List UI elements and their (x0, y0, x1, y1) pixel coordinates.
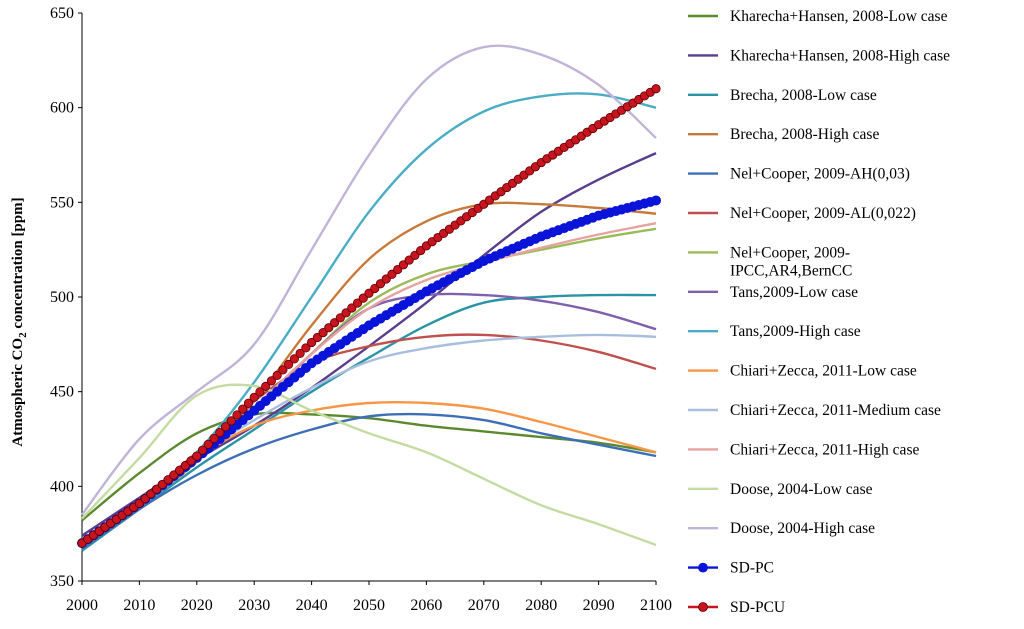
series-marker (249, 392, 259, 402)
series-marker (301, 343, 311, 353)
legend-label: Chiari+Zecca, 2011-Medium case (730, 402, 941, 419)
series-marker (203, 439, 213, 449)
series-marker (272, 370, 282, 380)
legend-item: SD-PC (688, 560, 774, 577)
x-tick-label: 2060 (410, 597, 442, 614)
series-line (81, 44, 657, 516)
series-marker (220, 422, 231, 432)
legend-label: Brecha, 2008-Low case (730, 87, 877, 104)
y-tick-label: 450 (50, 384, 74, 401)
y-tick-label: 550 (50, 194, 74, 211)
series-marker (289, 354, 299, 364)
legend-label: Nel+Cooper, 2009- (730, 244, 850, 261)
series-line (81, 293, 657, 552)
series-marker (651, 195, 662, 206)
series-line (81, 227, 657, 545)
series-marker (215, 427, 225, 438)
series-marker (329, 318, 340, 328)
legend-label: IPCC,AR4,BernCC (730, 262, 852, 279)
x-tick-label: 2090 (583, 597, 615, 614)
legend-label: Doose, 2004-High case (730, 520, 875, 537)
x-tick-label: 2030 (238, 597, 270, 614)
series-marker (347, 303, 357, 313)
legend-label: Chiari+Zecca, 2011-High case (730, 441, 919, 458)
legend-item: Nel+Cooper, 2009-IPCC,AR4,BernCC (688, 244, 852, 279)
legend-label: SD-PC (730, 560, 774, 577)
series-marker (266, 376, 277, 386)
legend-label: Kharecha+Hansen, 2008-Low case (730, 8, 948, 25)
legend-label: Tans,2009-High case (730, 323, 861, 340)
legend-item: Chiari+Zecca, 2011-Medium case (688, 402, 941, 419)
legend-label: Tans,2009-Low case (730, 284, 858, 301)
legend-item: Tans,2009-Low case (688, 284, 858, 301)
legend-item: Chiari+Zecca, 2011-High case (688, 441, 919, 458)
series-marker (358, 293, 368, 303)
series-marker (324, 323, 334, 333)
legend-item: Doose, 2004-Low case (688, 481, 873, 498)
x-tick-label: 2080 (525, 597, 557, 614)
y-axis-label: Atmospheric CO2 concentration [ppm] (10, 197, 29, 446)
legend-item: SD-PCU (688, 599, 785, 616)
series-marker (261, 381, 271, 391)
series-marker (312, 332, 322, 343)
series-line (81, 383, 657, 547)
legend-item: Nel+Cooper, 2009-AL(0,022) (688, 205, 916, 222)
legend-item: Tans,2009-High case (688, 323, 861, 340)
legend-label: Brecha, 2008-High case (730, 126, 879, 143)
axes: 350 400 450 500 550 600 650 2000 2010 2020 2030 204… (50, 5, 672, 614)
series-marker (238, 404, 248, 414)
x-tick-label: 2070 (468, 597, 500, 614)
series-marker (278, 365, 288, 375)
legend-item: Brecha, 2008-Low case (688, 87, 877, 104)
legend-marker (698, 562, 708, 573)
y-tick-label: 650 (50, 5, 74, 22)
series-marker (255, 387, 265, 397)
y-tick-label: 350 (50, 573, 74, 590)
series-marker (651, 84, 661, 94)
series-line (81, 411, 657, 522)
legend-marker (698, 602, 708, 612)
legend-item: Doose, 2004-High case (688, 520, 875, 537)
legend-item: Kharecha+Hansen, 2008-Low case (688, 8, 948, 25)
legend-item: Chiari+Zecca, 2011-Low case (688, 363, 917, 380)
series-marker (192, 451, 202, 461)
y-tick-label: 400 (50, 478, 74, 495)
series-layer (77, 44, 662, 552)
legend-label: SD-PCU (730, 599, 785, 616)
legend-label: Nel+Cooper, 2009-AL(0,022) (730, 205, 916, 222)
legend-label: Kharecha+Hansen, 2008-High case (730, 47, 950, 64)
x-tick-label: 2050 (353, 597, 385, 614)
series-marker (352, 298, 363, 308)
series-marker (243, 398, 254, 408)
series-marker (341, 308, 351, 318)
series-marker (232, 410, 242, 420)
y-tick-label: 500 (50, 289, 74, 306)
series-marker (306, 337, 317, 348)
series-marker (197, 445, 208, 455)
legend: Kharecha+Hansen, 2008-Low case Kharecha+H… (688, 8, 950, 616)
x-tick-label: 2020 (181, 597, 213, 614)
series-marker (295, 348, 305, 359)
series-marker (318, 327, 328, 338)
series-marker (226, 416, 236, 426)
legend-label: Chiari+Zecca, 2011-Low case (730, 363, 917, 380)
x-tick-label: 2000 (66, 597, 98, 614)
series-marker (284, 359, 294, 370)
legend-item: Brecha, 2008-High case (688, 126, 879, 143)
x-tick-label: 2010 (123, 597, 155, 614)
x-tick-label: 2100 (640, 597, 672, 614)
x-tick-label: 2040 (296, 597, 328, 614)
series-line (81, 222, 657, 545)
legend-item: Nel+Cooper, 2009-AH(0,03) (688, 166, 910, 183)
y-tick-label: 600 (50, 100, 74, 117)
legend-label: Nel+Cooper, 2009-AH(0,03) (730, 166, 910, 183)
series-line (81, 412, 657, 550)
legend-item: Kharecha+Hansen, 2008-High case (688, 47, 950, 64)
legend-label: Doose, 2004-Low case (730, 481, 873, 498)
series-marker (335, 313, 345, 323)
series-marker (209, 433, 219, 444)
